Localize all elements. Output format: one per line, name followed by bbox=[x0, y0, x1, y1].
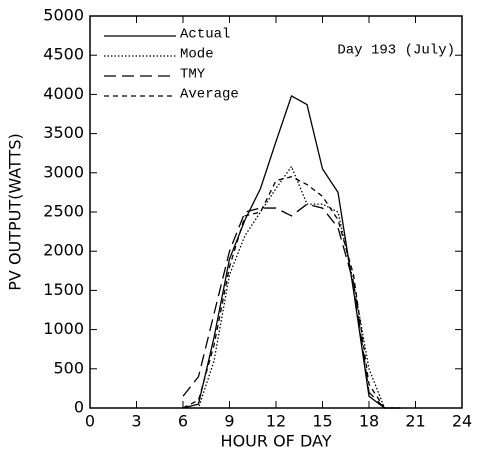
legend-label: Actual bbox=[180, 27, 230, 43]
legend-label: TMY bbox=[180, 67, 206, 83]
y-tick-label: 3500 bbox=[43, 123, 84, 142]
y-tick-label: 4000 bbox=[43, 84, 84, 103]
x-tick-label: 3 bbox=[131, 412, 141, 431]
legend-label: Mode bbox=[180, 47, 214, 63]
x-tick-label: 9 bbox=[224, 412, 234, 431]
x-tick-label: 15 bbox=[312, 412, 332, 431]
series-line bbox=[182, 203, 400, 409]
x-tick-label: 12 bbox=[266, 412, 286, 431]
y-tick-label: 500 bbox=[53, 358, 84, 377]
x-tick-label: 21 bbox=[405, 412, 425, 431]
y-tick-label: 1000 bbox=[43, 319, 84, 338]
y-tick-label: 5000 bbox=[43, 6, 84, 25]
annotation: Day 193 (July) bbox=[337, 43, 455, 59]
y-tick-label: 1500 bbox=[43, 280, 84, 299]
x-tick-label: 6 bbox=[178, 412, 188, 431]
series-line bbox=[183, 165, 400, 409]
series-line bbox=[182, 95, 400, 409]
y-tick-label: 2000 bbox=[43, 241, 84, 260]
y-tick-label: 3000 bbox=[43, 162, 84, 181]
plot-frame bbox=[89, 15, 463, 409]
x-tick-label: 0 bbox=[85, 412, 95, 431]
y-axis-label: PV OUTPUT(WATTS) bbox=[6, 133, 25, 290]
y-tick-label: 2500 bbox=[43, 202, 84, 221]
x-axis-label: HOUR OF DAY bbox=[221, 432, 332, 451]
y-tick-label: 0 bbox=[74, 398, 84, 417]
x-tick-label: 18 bbox=[359, 412, 379, 431]
legend-label: Average bbox=[180, 87, 239, 103]
x-tick-label: 24 bbox=[452, 412, 472, 431]
series-line bbox=[182, 176, 400, 409]
y-tick-label: 4500 bbox=[43, 45, 84, 64]
